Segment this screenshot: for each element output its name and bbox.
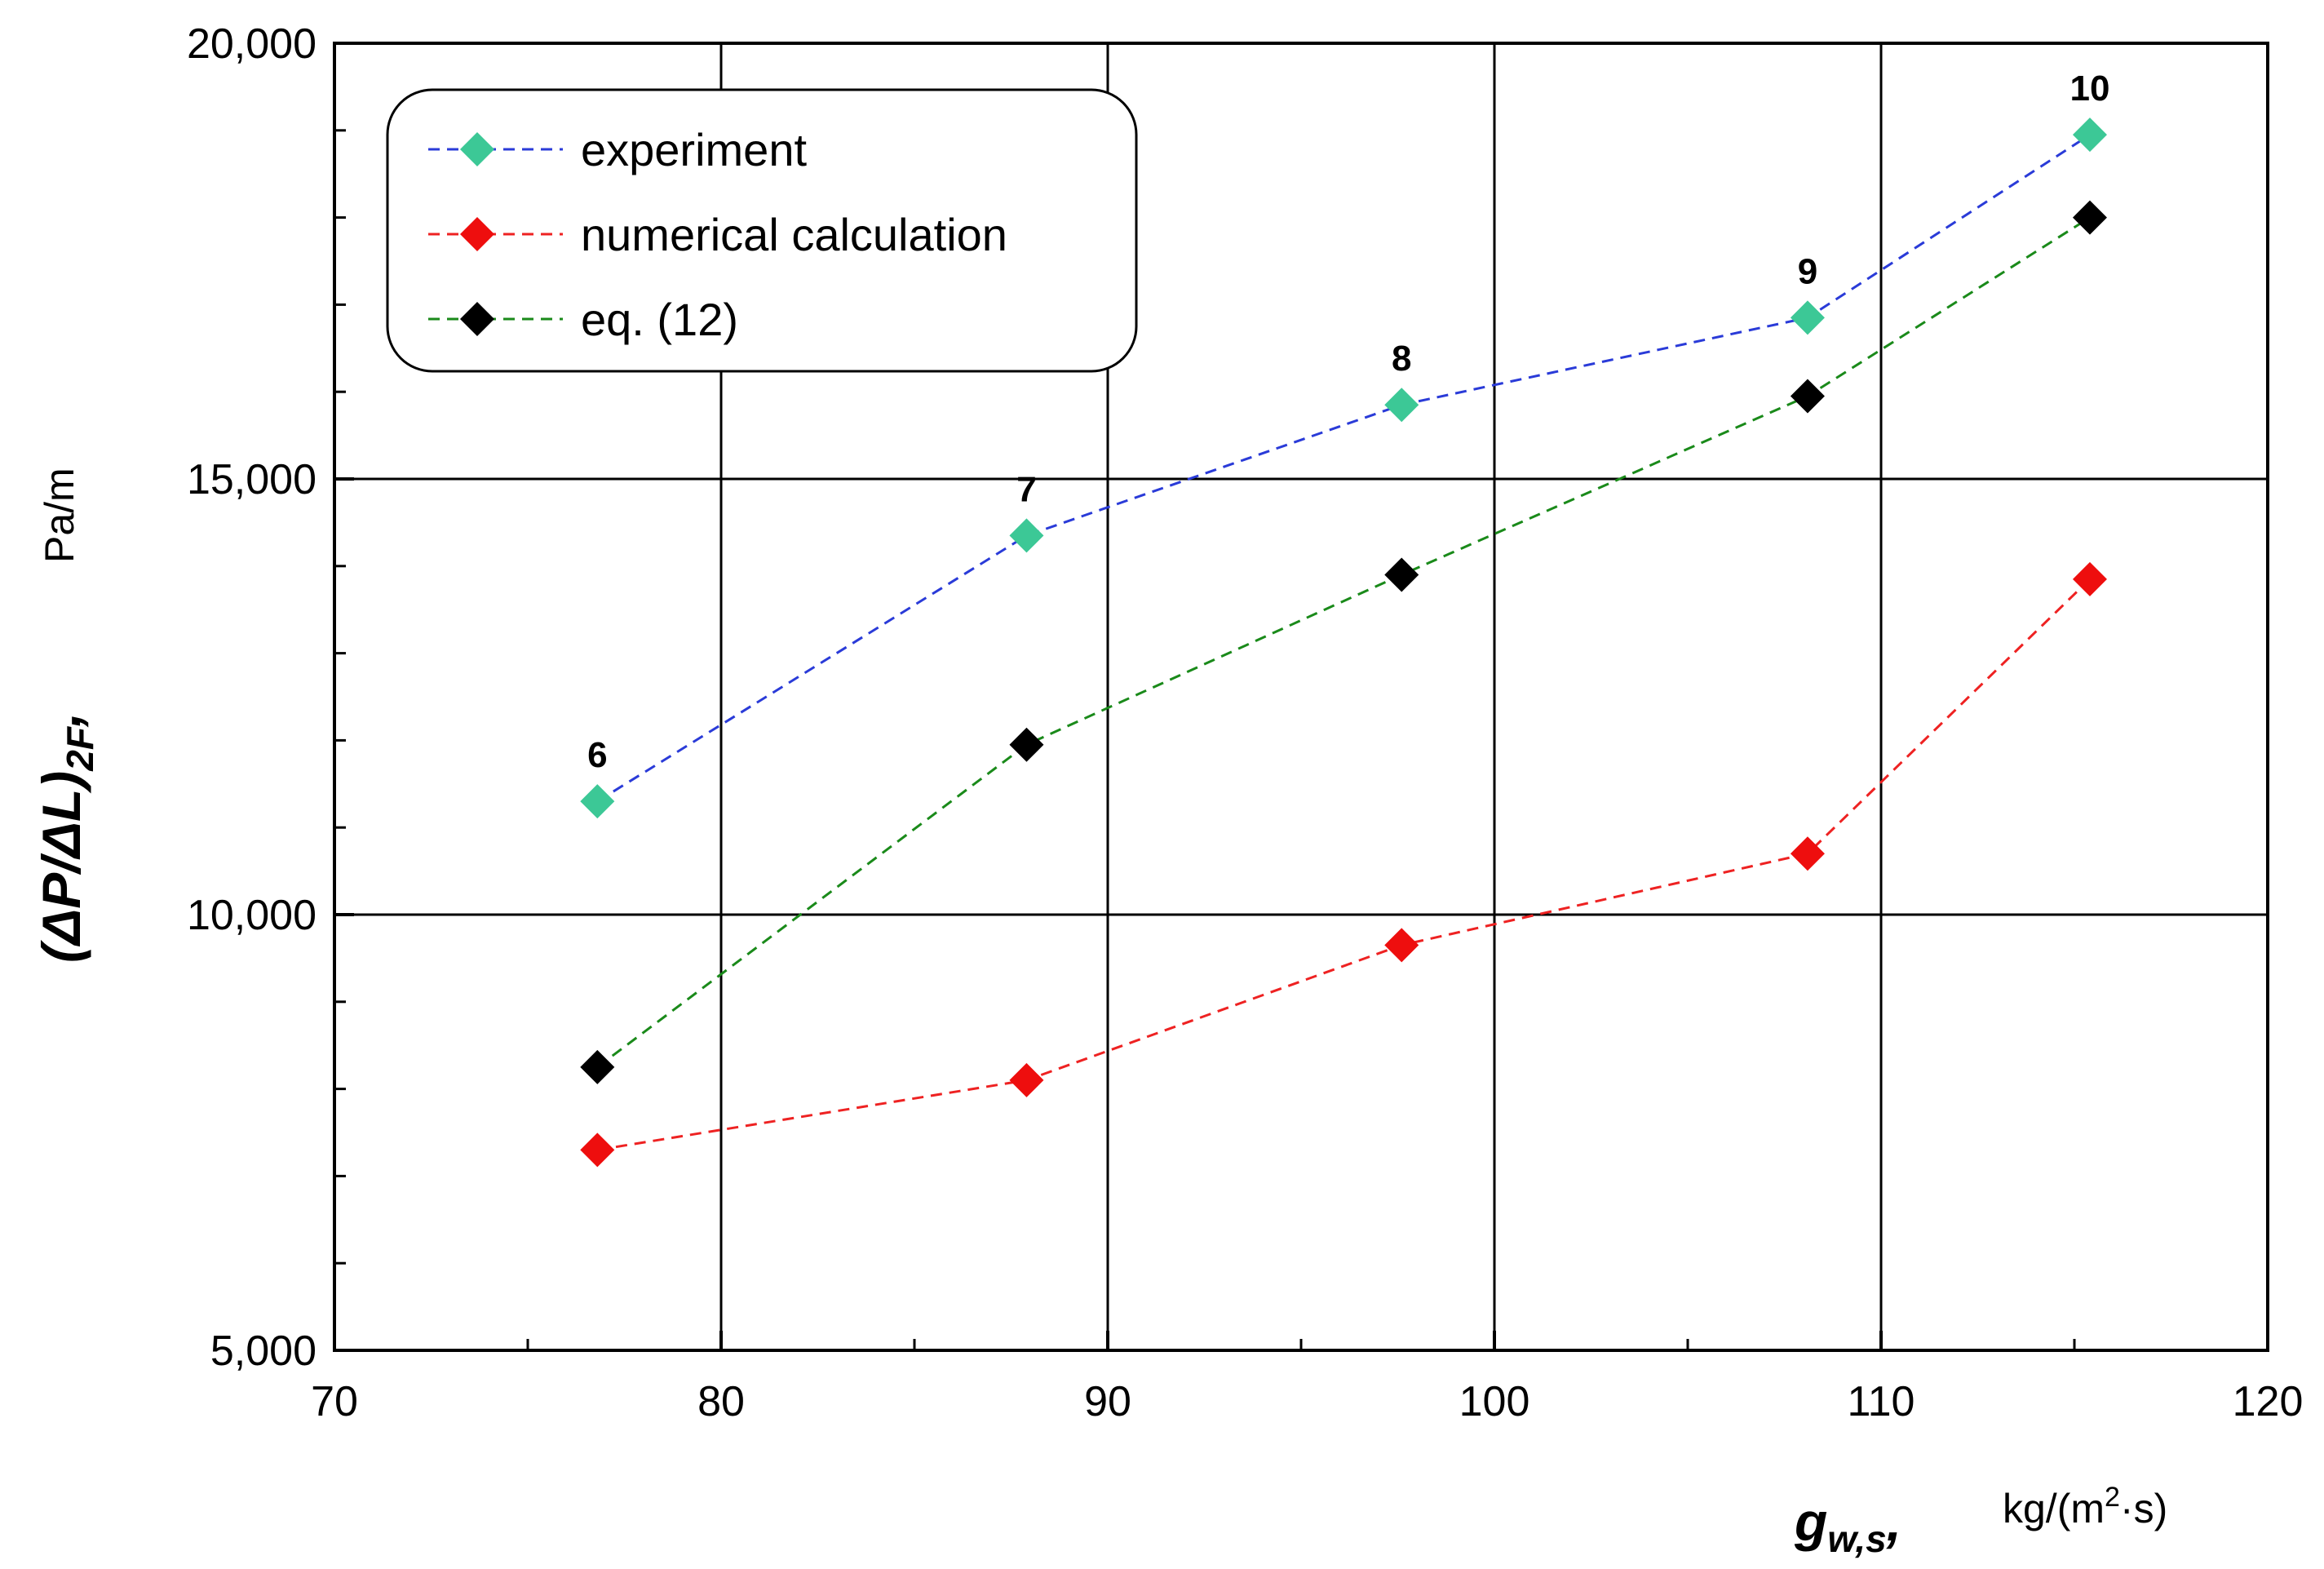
data-point-eq-12 (2072, 200, 2107, 235)
data-point-eq-12 (1009, 727, 1044, 762)
x-tick-label: 80 (697, 1378, 745, 1425)
x-axis-unit-post: ·s) (2120, 1486, 2167, 1531)
data-point-experiment (2072, 117, 2107, 153)
point-label: 9 (1798, 251, 1817, 291)
legend-marker-numerical-calculation (460, 217, 494, 251)
y-axis-symbol: (ΔP/ΔL) (31, 771, 91, 963)
x-axis-symbol: g (1794, 1491, 1827, 1552)
point-label: 10 (2069, 69, 2109, 109)
data-point-numerical-calculation (580, 1132, 615, 1168)
y-tick-label: 15,000 (187, 456, 317, 503)
x-axis-subscript: w,s (1827, 1518, 1886, 1560)
data-point-experiment (1384, 388, 1419, 423)
legend: experiment numerical calculation eq. (12) (386, 88, 1138, 373)
point-label: 8 (1392, 339, 1411, 379)
x-tick-label: 120 (2233, 1378, 2304, 1425)
data-point-eq-12 (1384, 557, 1419, 592)
series-line-numerical-calculation (597, 578, 2092, 1151)
data-point-eq-12 (1790, 379, 1825, 414)
x-axis-unit-pre: kg/(m (2003, 1486, 2105, 1531)
minor-ticks (334, 129, 2076, 1350)
y-axis-title: (ΔP/ΔL)2F, (31, 712, 101, 963)
legend-label-numerical-calculation: numerical calculation (581, 209, 1007, 260)
legend-marker-experiment (460, 132, 494, 166)
x-axis-separator: , (1886, 1491, 1901, 1552)
x-tick-label: 110 (1848, 1378, 1915, 1425)
x-tick-label: 70 (311, 1378, 358, 1425)
data-point-experiment (1009, 518, 1044, 553)
series-markers (580, 117, 2107, 1168)
data-point-numerical-calculation (1384, 928, 1419, 963)
x-axis-unit: kg/(m2·s) (2003, 1482, 2167, 1531)
data-point-experiment (1790, 300, 1825, 335)
y-tick-labels: 5,000 10,000 15,000 20,000 (187, 20, 317, 1375)
data-point-numerical-calculation (1790, 836, 1825, 871)
data-point-eq-12 (580, 1049, 615, 1084)
data-point-experiment (580, 784, 615, 819)
y-tick-label: 10,000 (187, 892, 317, 939)
legend-marker-eq-12 (460, 302, 494, 336)
point-labels: 6 7 8 9 10 (587, 69, 2109, 775)
data-point-numerical-calculation (1009, 1062, 1044, 1097)
y-axis-unit: Pa/m (37, 468, 82, 563)
plot-frame (333, 42, 2269, 1352)
x-tick-label: 100 (1459, 1378, 1530, 1425)
x-axis-unit-sup: 2 (2105, 1482, 2120, 1513)
point-label: 7 (1016, 469, 1036, 509)
legend-label-experiment: experiment (581, 124, 807, 175)
legend-entries: experiment numerical calculation eq. (12) (428, 124, 1007, 345)
legend-box (386, 88, 1138, 373)
x-tick-label: 90 (1084, 1378, 1131, 1425)
y-axis-unit-group: Pa/m (37, 468, 82, 563)
legend-label-eq-12: eq. (12) (581, 294, 738, 345)
point-label: 6 (587, 735, 607, 775)
svg-text:(ΔP/ΔL)2F,: (ΔP/ΔL)2F, (31, 712, 101, 963)
y-axis-separator: , (31, 712, 91, 728)
y-tick-label: 5,000 (210, 1327, 317, 1375)
x-axis-title: gw,s, (1794, 1491, 1901, 1560)
data-point-numerical-calculation (2072, 561, 2107, 596)
y-tick-label: 20,000 (187, 20, 317, 68)
x-tick-labels: 70 80 90 100 110 120 (311, 1378, 2303, 1425)
y-axis-subscript: 2F (59, 725, 101, 772)
